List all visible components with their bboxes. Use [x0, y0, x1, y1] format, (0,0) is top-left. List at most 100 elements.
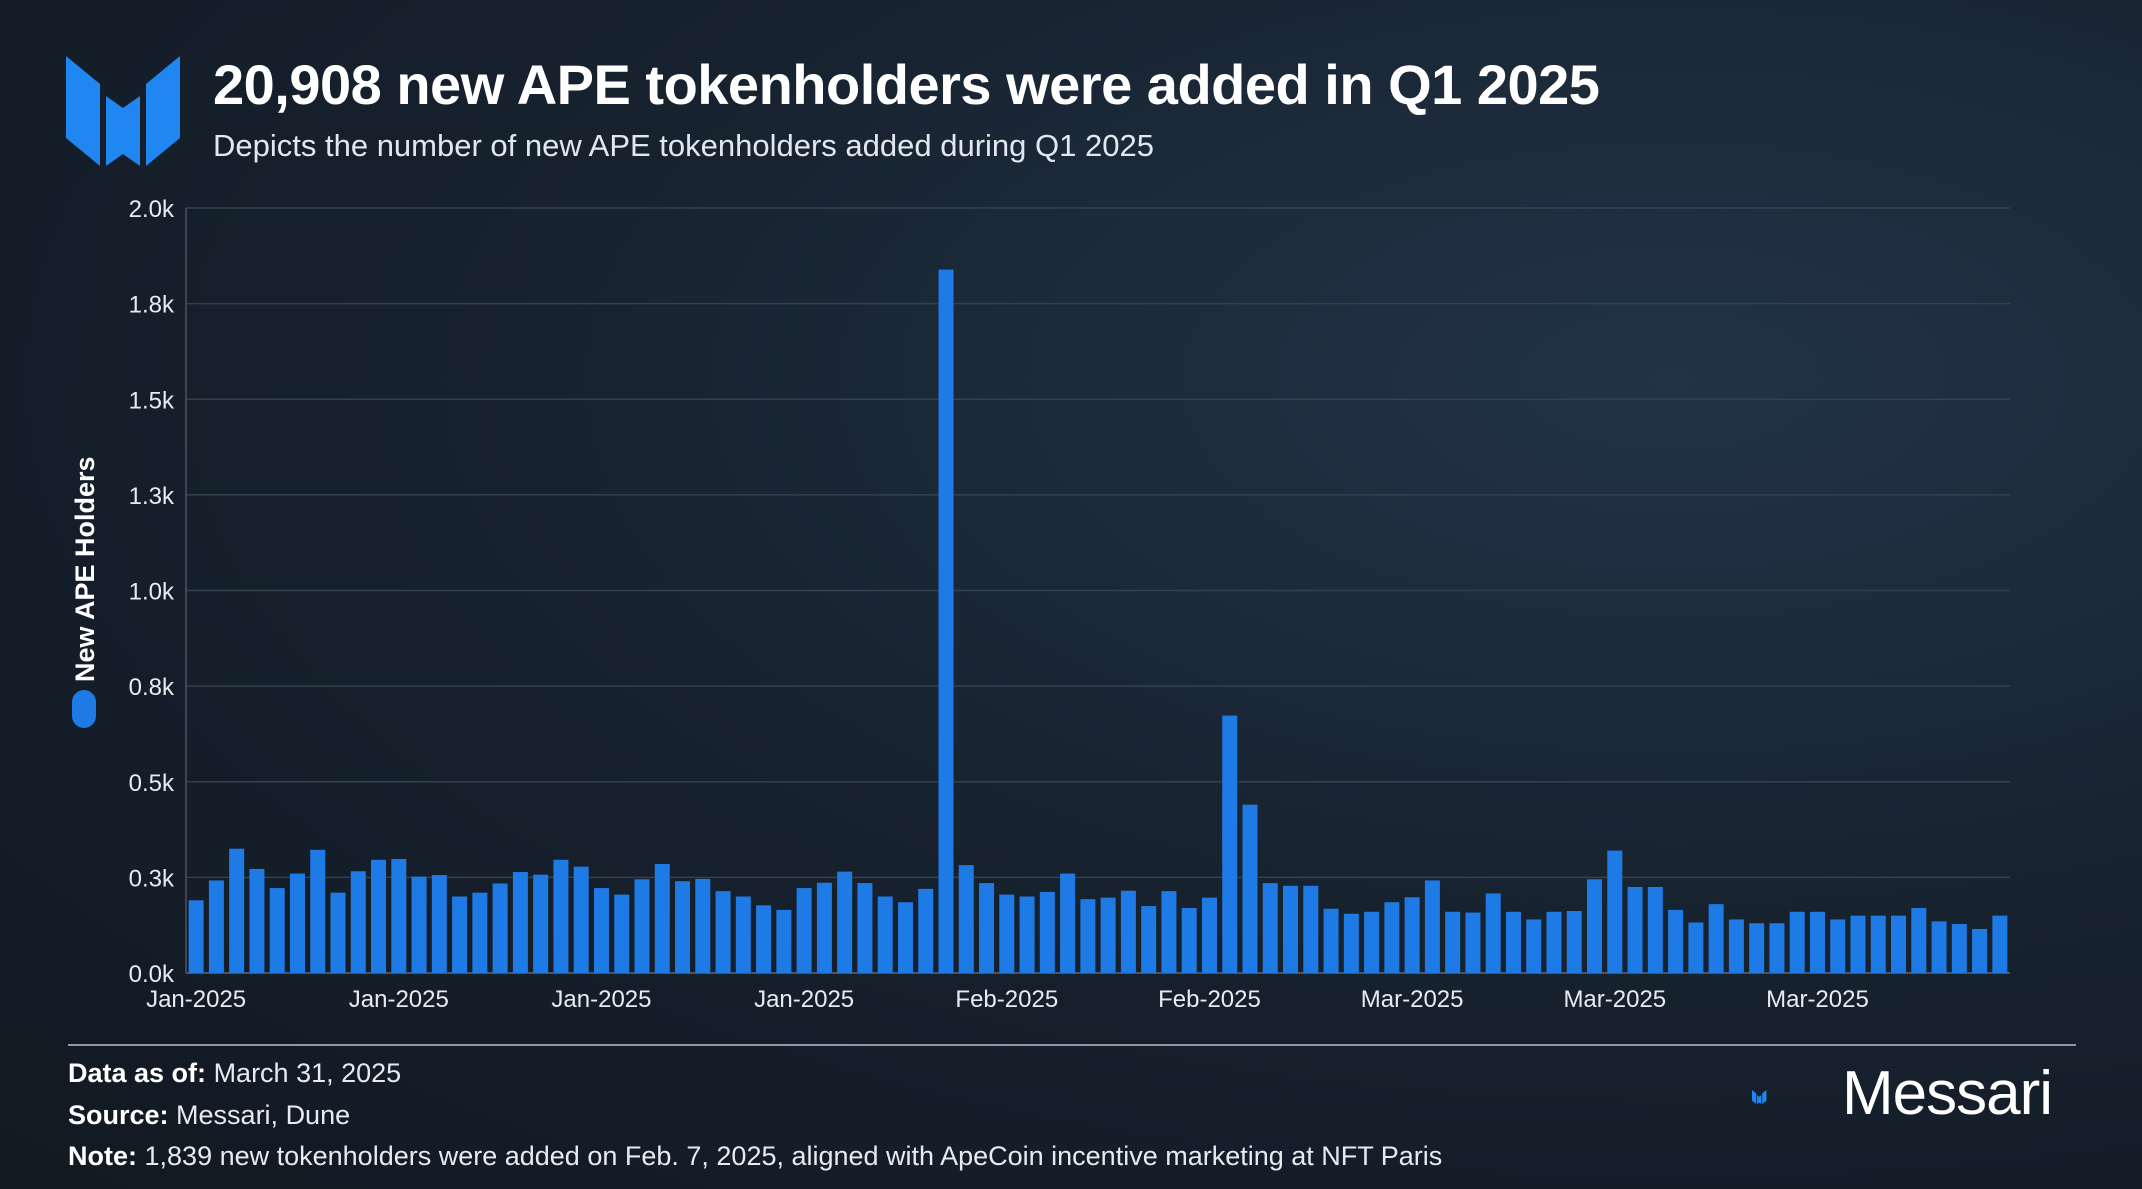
legend-swatch: [72, 690, 96, 728]
bar: [512, 872, 528, 973]
x-tick-label: Mar-2025: [1361, 986, 1464, 1013]
y-tick-label: 1.8k: [129, 292, 175, 319]
bar: [1526, 919, 1542, 973]
bar: [492, 883, 508, 973]
bar: [310, 849, 326, 973]
bar: [350, 871, 366, 973]
bar: [553, 859, 569, 973]
source: Source: Messari, Dune: [68, 1100, 350, 1131]
bar: [1283, 885, 1299, 973]
bar: [1424, 880, 1440, 973]
bar: [269, 888, 285, 973]
bar: [1789, 911, 1805, 973]
bar: [1364, 911, 1380, 973]
x-tick-label: Jan-2025: [146, 986, 246, 1013]
source-value: Messari, Dune: [176, 1100, 351, 1130]
data-as-of-value: March 31, 2025: [213, 1058, 402, 1088]
bar: [1100, 897, 1116, 973]
bar: [675, 881, 691, 973]
bar: [1992, 915, 2008, 974]
bar: [1019, 896, 1035, 973]
chart-subtitle: Depicts the number of new APE tokenholde…: [213, 128, 1154, 163]
bar: [877, 896, 893, 973]
brand-name: Messari: [1842, 1059, 2053, 1128]
bar: [1870, 915, 1886, 974]
bar: [1120, 890, 1136, 973]
gridlines: [185, 207, 2010, 974]
bar: [1749, 923, 1765, 973]
bar: [1262, 883, 1278, 973]
bar: [979, 883, 995, 973]
bar: [1769, 923, 1785, 973]
bar: [472, 892, 488, 973]
bar: [614, 894, 630, 973]
bar: [330, 892, 346, 973]
y-tick-label: 0.5k: [129, 770, 175, 797]
bar: [1911, 907, 1927, 973]
bar: [249, 868, 265, 973]
x-tick-label: Feb-2025: [1158, 986, 1261, 1013]
x-axis-ticks: Jan-2025 Jan-2025 Jan-2025 Jan-2025 Feb-2025…: [146, 986, 1869, 1013]
bar: [715, 891, 731, 973]
bar: [816, 882, 832, 973]
bar: [756, 905, 772, 973]
bar: [1080, 899, 1096, 973]
note-value: 1,839 new tokenholders were added on Feb…: [144, 1141, 1443, 1171]
bar: [431, 875, 447, 973]
bar: [958, 865, 974, 973]
bar: [1323, 908, 1339, 973]
bar: [1607, 850, 1623, 973]
source-label: Source:: [68, 1100, 169, 1130]
bar: [776, 909, 792, 973]
bar: [1343, 913, 1359, 973]
bar: [1485, 893, 1501, 973]
bar: [1647, 886, 1663, 973]
bar: [654, 863, 670, 973]
bar: [1384, 902, 1400, 973]
bar: [188, 900, 204, 973]
note: Note: 1,839 new tokenholders were added …: [68, 1141, 1442, 1172]
bar: [1546, 911, 1562, 973]
bar: [1587, 879, 1603, 973]
messari-brand-logo-icon: [1752, 1090, 1767, 1104]
x-tick-label: Jan-2025: [349, 986, 449, 1013]
bar: [837, 871, 853, 973]
bar: [411, 876, 427, 973]
bar: [573, 866, 589, 973]
bar: [857, 883, 873, 973]
bar: [1830, 919, 1846, 973]
bar: [1222, 715, 1238, 973]
y-tick-label: 1.5k: [129, 387, 175, 414]
y-tick-label: 2.0k: [129, 196, 175, 223]
note-label: Note:: [68, 1141, 137, 1171]
x-tick-label: Jan-2025: [754, 986, 854, 1013]
bar: [533, 874, 549, 973]
y-tick-label: 0.0k: [129, 961, 175, 988]
x-tick-label: Mar-2025: [1766, 986, 1869, 1013]
bar: [1505, 911, 1521, 973]
bar: [918, 888, 934, 973]
bar: [1201, 897, 1217, 973]
bar: [1161, 891, 1177, 973]
bar: [897, 902, 913, 973]
bar: [1303, 885, 1319, 973]
bar: [1809, 911, 1825, 973]
bar: [208, 880, 224, 973]
bar: [229, 848, 245, 973]
bar: [1141, 906, 1157, 973]
bar: [1039, 891, 1055, 973]
data-as-of-label: Data as of:: [68, 1058, 207, 1088]
y-tick-label: 1.3k: [129, 483, 175, 510]
bar: [796, 888, 812, 973]
bar: [999, 894, 1015, 973]
y-axis-ticks: 0.0k 0.3k 0.5k 0.8k 1.0k 1.3k 1.5k 1.8k 2.0k: [129, 196, 175, 988]
bar: [1060, 873, 1076, 973]
messari-logo-icon: [66, 56, 180, 166]
x-tick-label: Jan-2025: [551, 986, 651, 1013]
bar: [391, 859, 407, 973]
bar: [1627, 886, 1643, 973]
x-tick-label: Feb-2025: [955, 986, 1058, 1013]
bar: [1404, 897, 1420, 973]
bar: [1931, 921, 1947, 973]
y-tick-label: 0.3k: [129, 865, 175, 892]
